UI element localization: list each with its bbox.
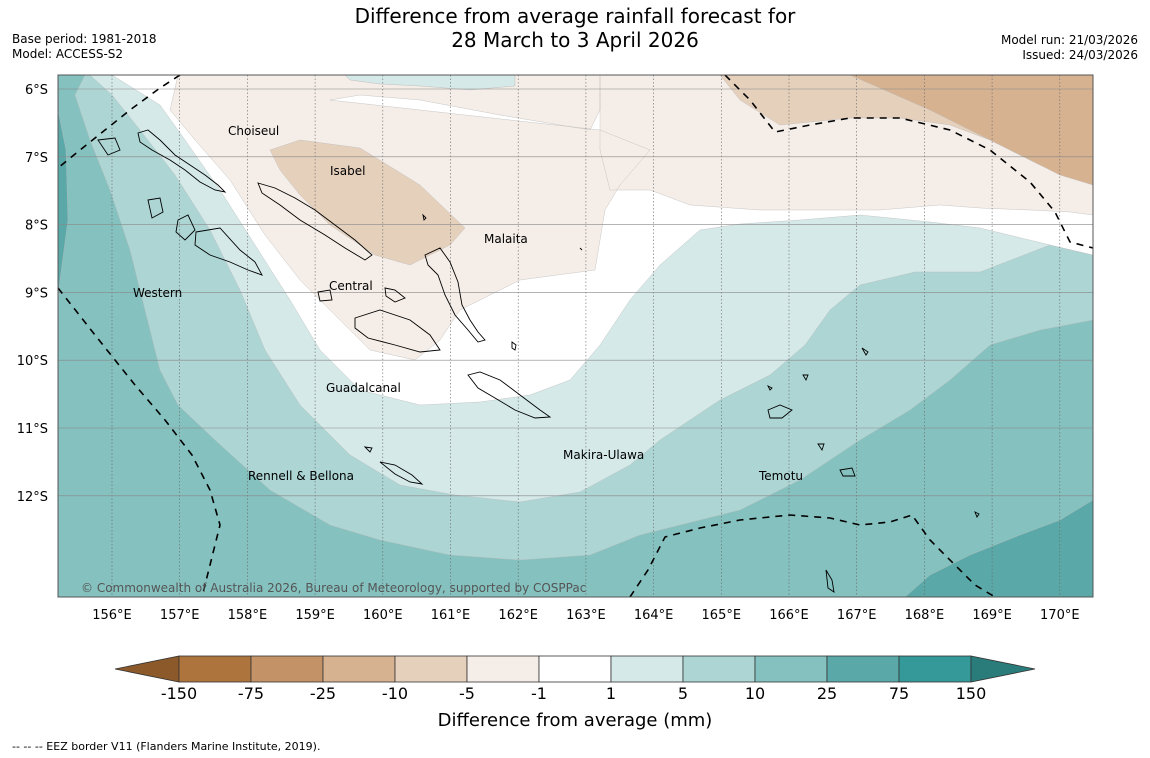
longitude-label: 164°E — [634, 608, 674, 623]
map-title-line1: Difference from average rainfall forecas… — [354, 4, 796, 28]
region-labels: Choiseul Isabel Malaita Western Central … — [133, 124, 803, 483]
latitude-labels: 6°S 7°S 8°S 9°S 10°S 11°S 12°S — [17, 83, 48, 505]
longitude-label: 160°E — [363, 608, 403, 623]
copyright-notice: © Commonwealth of Australia 2026, Bureau… — [81, 581, 586, 595]
colorbar-tick-label: -10 — [381, 684, 409, 703]
central-coast — [317, 287, 441, 353]
colorbar-tick-label: -5 — [459, 684, 475, 703]
eez-line-west — [58, 287, 221, 597]
colorbar-tick-label: 75 — [888, 684, 910, 703]
longitude-label: 159°E — [295, 608, 335, 623]
latitude-label: 7°S — [25, 151, 48, 166]
colorbar-bin-neg5-neg1 — [466, 655, 540, 683]
makira-coast — [379, 461, 424, 485]
region-label-malaita: Malaita — [484, 232, 528, 246]
rennell-coast — [363, 446, 373, 453]
choiseul-coast — [137, 129, 227, 193]
longitude-label: 163°E — [566, 608, 606, 623]
longitude-label: 162°E — [498, 608, 538, 623]
longitude-label: 161°E — [431, 608, 471, 623]
latitude-label: 10°S — [17, 354, 48, 369]
latitude-label: 8°S — [25, 219, 48, 234]
longitude-label: 157°E — [160, 608, 200, 623]
colorbar-bin-neg150-neg75 — [178, 655, 252, 683]
longitude-label: 167°E — [837, 608, 877, 623]
isabel-coast — [257, 182, 373, 261]
eez-line-ne — [724, 75, 1093, 249]
longitude-label: 156°E — [92, 608, 132, 623]
latitude-label: 6°S — [25, 83, 48, 98]
longitude-label: 158°E — [228, 608, 268, 623]
model-run: Model run: 21/03/2026 — [1000, 33, 1138, 47]
colorbar-extend-low — [114, 655, 180, 683]
eez-legend-note: -- -- -- EEZ border V11 (Flanders Marine… — [12, 740, 321, 753]
colorbar-tick-label: -25 — [309, 684, 337, 703]
colorbar — [114, 655, 1036, 683]
colorbar-bin-neg10-neg5 — [394, 655, 468, 683]
colorbar-bin-neg75-neg25 — [250, 655, 324, 683]
colorbar-bin-neg25-neg10 — [322, 655, 396, 683]
region-label-central: Central — [329, 279, 373, 293]
colorbar-label: Difference from average (mm) — [437, 710, 713, 731]
longitude-label: 168°E — [905, 608, 945, 623]
region-label-western: Western — [133, 286, 182, 300]
colorbar-bin-5-10 — [682, 655, 756, 683]
temotu-coast — [766, 347, 980, 593]
colorbar-tick-label: 1 — [605, 684, 617, 703]
colorbar-bin-25-75 — [826, 655, 900, 683]
map-frame — [57, 74, 1094, 598]
zone-neg25-10 — [849, 75, 1093, 186]
map-title-line2: 28 March to 3 April 2026 — [451, 28, 699, 52]
base-period: Base period: 1981-2018 — [12, 32, 157, 46]
guadalcanal-coast — [467, 371, 552, 419]
region-label-temotu: Temotu — [758, 469, 803, 483]
colorbar-tick-label: -150 — [160, 684, 198, 703]
latitude-label: 12°S — [17, 490, 48, 505]
zone-25-75 — [58, 109, 1093, 597]
malaita-coast — [424, 247, 486, 343]
small-islet — [422, 213, 583, 351]
colorbar-tick-label: -75 — [237, 684, 265, 703]
colorbar-extend-high — [970, 655, 1036, 683]
colorbar-bin-10-25 — [754, 655, 828, 683]
longitude-labels: 156°E 157°E 158°E 159°E 160°E 161°E 162°E 163°E… — [92, 608, 1079, 623]
eez-line-north — [58, 75, 181, 169]
coastlines — [97, 129, 980, 593]
longitude-label: 165°E — [702, 608, 742, 623]
longitude-label: 169°E — [972, 608, 1012, 623]
eez-borders — [58, 75, 1093, 597]
colorbar-bin-neg1-1 — [538, 655, 612, 683]
colorbar-tick-label: 150 — [955, 684, 987, 703]
region-label-isabel: Isabel — [330, 164, 365, 178]
colorbar-tick-label: 10 — [744, 684, 766, 703]
gridlines — [58, 75, 1093, 597]
eez-line-south — [629, 514, 996, 597]
western-coast — [97, 137, 263, 276]
colorbar-tick-label: -1 — [531, 684, 547, 703]
latitude-label: 11°S — [17, 422, 48, 437]
region-label-makira-ulawa: Makira-Ulawa — [563, 448, 644, 462]
colorbar-bin-75-150 — [898, 655, 972, 683]
colorbar-tick-label: 5 — [677, 684, 689, 703]
region-label-choiseul: Choiseul — [228, 124, 279, 138]
region-label-rennell-bellona: Rennell & Bellona — [248, 469, 354, 483]
model-name: Model: ACCESS-S2 — [12, 47, 124, 61]
colorbar-bin-1-5 — [610, 655, 684, 683]
longitude-label: 170°E — [1040, 608, 1080, 623]
colorbar-tick-label: 25 — [816, 684, 838, 703]
rainfall-shading — [58, 75, 1093, 597]
latitude-label: 9°S — [25, 286, 48, 301]
region-label-guadalcanal: Guadalcanal — [326, 381, 401, 395]
zone-neg5-1 — [169, 75, 1093, 361]
longitude-label: 166°E — [769, 608, 809, 623]
issued-date: Issued: 24/03/2026 — [1022, 48, 1138, 62]
